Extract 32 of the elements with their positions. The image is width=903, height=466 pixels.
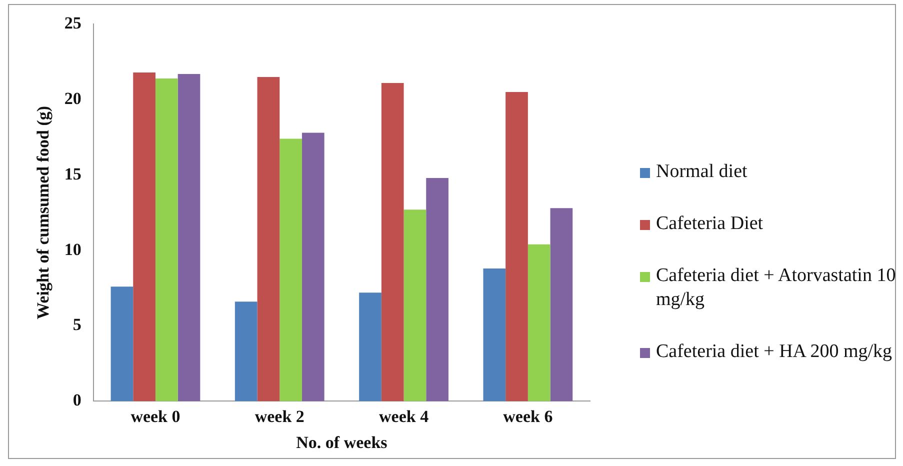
bar (155, 78, 178, 402)
legend-label: Normal diet (656, 160, 748, 184)
legend-label: Cafeteria Diet (656, 212, 764, 236)
legend-label: Cafeteria diet + Atorvastatin 10 mg/kg (656, 264, 897, 312)
y-tick-label: 15 (64, 164, 82, 184)
bar (178, 74, 200, 402)
bar (426, 178, 448, 402)
bar (381, 83, 404, 402)
bar (506, 92, 528, 402)
bar (359, 292, 382, 402)
x-tick-label: week 4 (378, 406, 430, 426)
y-tick-label: 10 (64, 240, 82, 259)
x-tick-label: week 2 (254, 406, 304, 426)
bar (234, 302, 258, 402)
bar (302, 132, 324, 402)
bar (483, 268, 506, 402)
y-tick-label: 25 (64, 14, 82, 33)
y-tick-label: 20 (64, 88, 82, 108)
y-tick-label: 0 (72, 390, 82, 410)
bar (257, 76, 280, 402)
legend-label: Cafeteria diet + HA 200 mg/kg (656, 340, 892, 364)
x-tick-label: week 0 (130, 406, 180, 426)
bar (404, 210, 426, 402)
y-axis-title: Weight of cumsumed food (g) (34, 106, 53, 320)
x-axis-title: No. of weeks (296, 433, 388, 452)
bar (528, 244, 550, 402)
bar (133, 72, 156, 402)
y-tick-label: 5 (72, 315, 82, 334)
bar (550, 208, 573, 402)
bar (110, 286, 134, 402)
x-tick-label: week 6 (503, 406, 553, 426)
bar (280, 138, 302, 402)
